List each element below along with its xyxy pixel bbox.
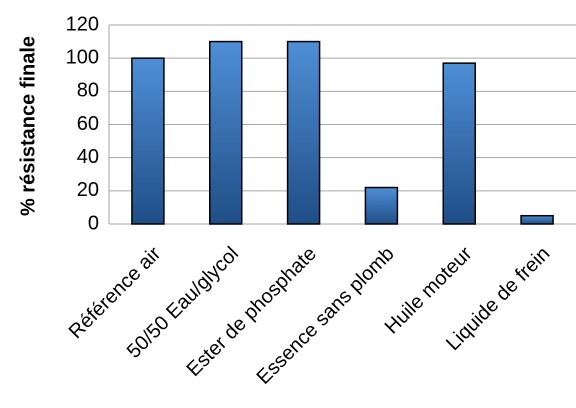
bar [286, 40, 321, 225]
bar [520, 214, 554, 225]
y-tick-labels: 0 20 40 60 80 100 120 [66, 13, 99, 234]
x-tick-label: Essence sans plomb [253, 243, 399, 389]
y-tick-label: 20 [77, 179, 99, 201]
y-tick-label: 80 [77, 80, 99, 102]
bar [442, 62, 476, 225]
bar [364, 186, 399, 225]
axes [108, 25, 576, 225]
bars [131, 40, 554, 225]
gridlines [109, 24, 576, 192]
y-tick-label: 40 [77, 146, 99, 168]
y-tick-label: 60 [77, 113, 99, 135]
x-tick-label: Ester de phosphate [183, 243, 321, 381]
y-tick-label: 120 [66, 13, 99, 35]
y-tick-label: 0 [88, 212, 99, 234]
y-axis-label: % résistance finale [17, 36, 39, 216]
bar [209, 40, 243, 225]
bar [131, 57, 165, 225]
y-tick-label: 100 [66, 46, 99, 68]
